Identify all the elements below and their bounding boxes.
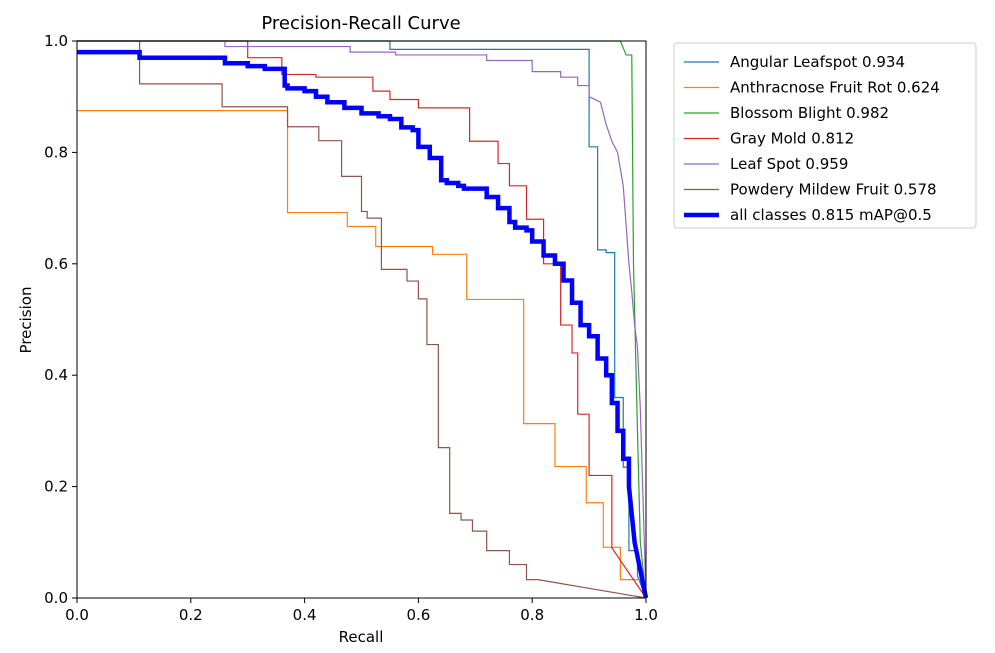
x-tick-label: 0.8 [520,606,544,624]
x-axis-label: Recall [339,628,384,646]
series-layer [77,40,649,599]
x-tick-label: 0.6 [406,606,430,624]
x-axis-ticks: 0.0 0.2 0.4 0.6 0.8 1.0 [65,598,658,624]
y-tick-label: 0.2 [44,478,68,496]
series-line-gray-mold [77,40,647,599]
legend-items: Angular Leafspot 0.934 Anthracnose Fruit … [684,53,940,224]
chart-title: Precision-Recall Curve [261,13,460,34]
x-tick-label: 0.2 [179,606,203,624]
y-tick-label: 0.8 [44,143,68,161]
legend: Angular Leafspot 0.934 Anthracnose Fruit … [673,42,977,229]
plot-frame [76,40,647,599]
series-line-blossom-blight [77,40,647,599]
series-line-angular-leafspot [77,40,647,599]
series-line-all-classes [77,49,649,599]
y-tick-label: 1.0 [44,32,68,50]
y-tick-label: 0.4 [44,366,68,384]
x-tick-label: 0.4 [293,606,317,624]
x-tick-label: 1.0 [634,606,658,624]
y-tick-label: 0.6 [44,255,68,273]
legend-box [673,42,977,229]
y-axis-ticks: 0.0 0.2 0.4 0.6 0.8 1.0 [44,32,77,607]
legend-label: Anthracnose Fruit Rot 0.624 [730,79,940,97]
legend-label: Blossom Blight 0.982 [730,104,889,122]
legend-label: Leaf Spot 0.959 [730,155,848,173]
legend-label: Gray Mold 0.812 [730,130,854,148]
legend-label: Powdery Mildew Fruit 0.578 [730,181,937,199]
series-line-anthracnose-fruit-rot [77,110,647,599]
series-line-leaf-spot [77,40,647,599]
series-line-powdery-mildew-fruit [77,40,647,599]
x-tick-label: 0.0 [65,606,89,624]
y-tick-label: 0.0 [44,589,68,607]
y-axis-label: Precision [17,287,35,354]
legend-label: all classes 0.815 mAP@0.5 [730,206,932,224]
legend-label: Angular Leafspot 0.934 [730,53,905,71]
